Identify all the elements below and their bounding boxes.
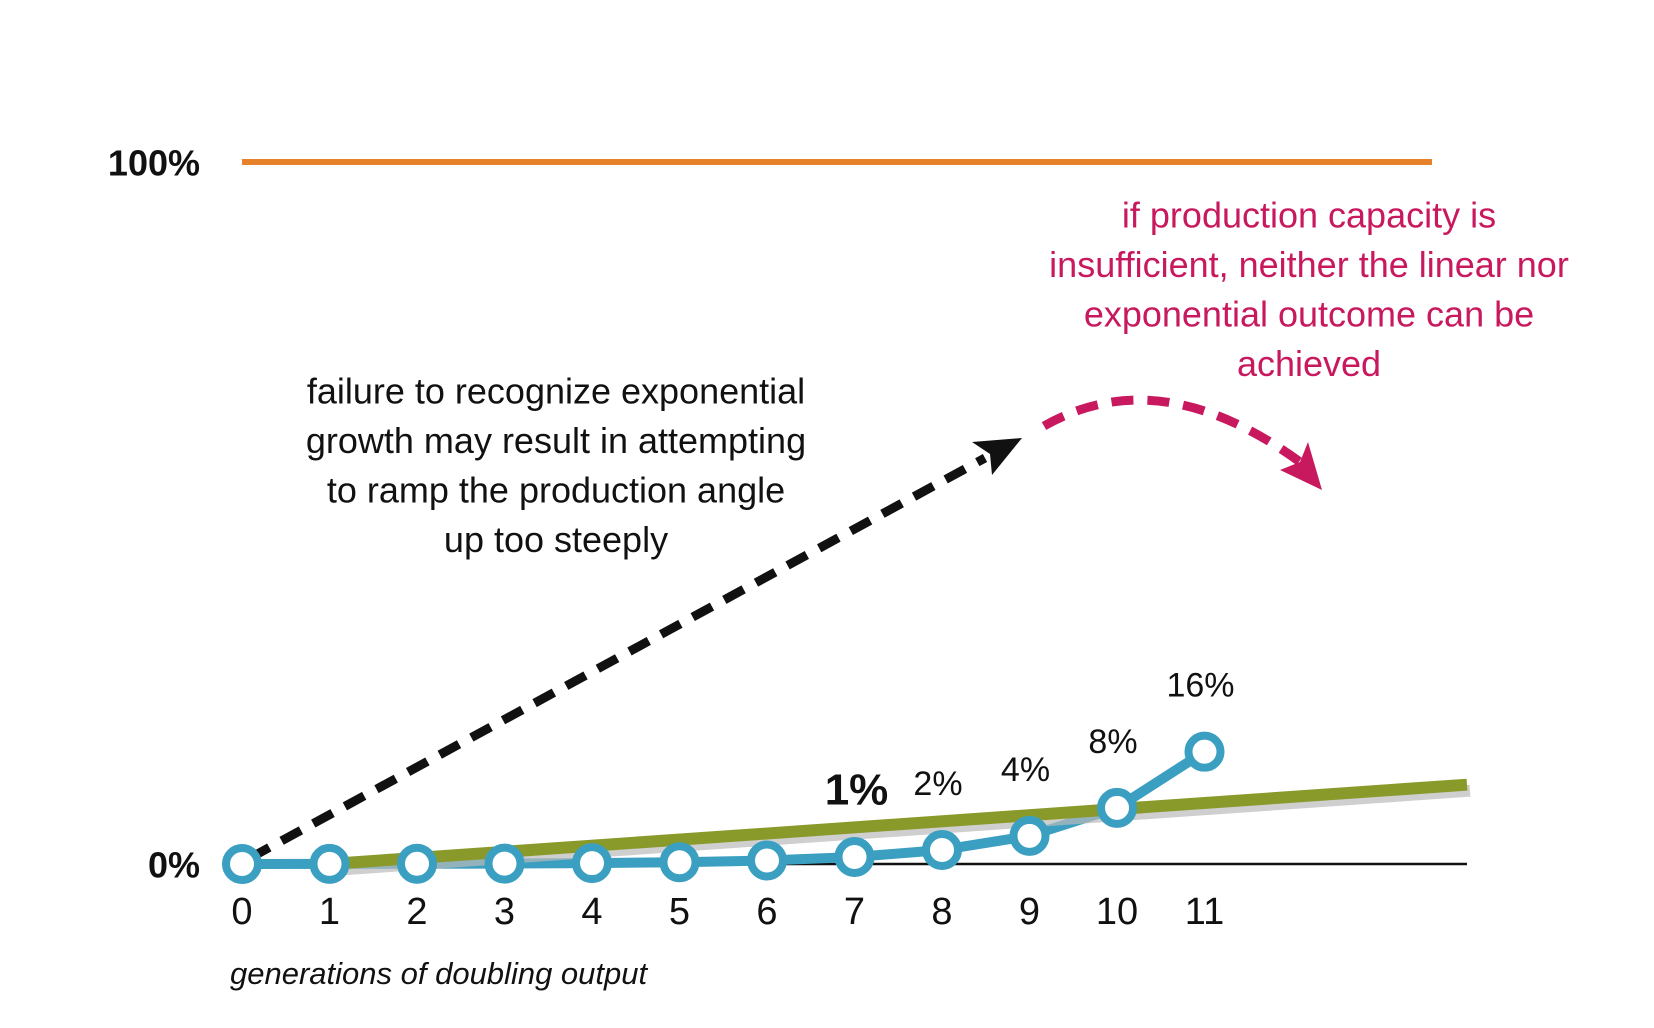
x-tick-label: 8: [931, 891, 952, 933]
pink-arrow: [1041, 395, 1303, 466]
point: [484, 843, 525, 884]
x-tick-label: 2: [406, 891, 427, 933]
x-tick-label: 9: [1019, 891, 1040, 933]
point: [222, 844, 262, 884]
black-arrowhead: [972, 438, 1022, 475]
value-label: 4%: [1001, 751, 1050, 789]
value-label: 2%: [913, 765, 962, 803]
x-tick-label: 5: [669, 891, 690, 933]
point: [397, 843, 437, 884]
x-axis-label: generations of doubling output: [230, 956, 648, 991]
value-label: 16%: [1166, 667, 1234, 705]
x-tick-label: 1: [319, 891, 340, 933]
point: [1009, 815, 1050, 856]
point: [1184, 731, 1225, 772]
point: [309, 843, 350, 884]
annotation: failure to recognize exponential: [307, 371, 805, 412]
value-label: 8%: [1088, 723, 1137, 761]
y-tick-label: 100%: [108, 143, 200, 184]
pink-arrowhead: [1280, 442, 1322, 490]
point: [1097, 787, 1137, 828]
point: [747, 840, 787, 881]
point: [834, 836, 875, 877]
annotation: if production capacity is: [1122, 195, 1496, 236]
x-tick-label: 7: [844, 891, 865, 933]
x-tick-label: 3: [494, 891, 515, 933]
point: [572, 843, 612, 884]
annotation: achieved: [1237, 343, 1381, 384]
x-tick-label: 6: [756, 891, 777, 933]
x-tick-label: 4: [581, 891, 602, 933]
black-arrow: [247, 454, 988, 862]
annotation: insufficient, neither the linear nor: [1049, 244, 1569, 285]
x-tick-label: 0: [231, 891, 252, 933]
annotation: growth may result in attempting: [306, 420, 806, 461]
annotation: up too steeply: [444, 519, 668, 560]
point: [659, 842, 700, 883]
point: [922, 829, 962, 870]
annotation: to ramp the production angle: [327, 470, 785, 511]
value-label: 1%: [825, 766, 889, 815]
x-tick-label: 10: [1096, 891, 1138, 933]
annotation: exponential outcome can be: [1084, 294, 1534, 335]
y-tick-label: 0%: [148, 845, 200, 886]
x-tick-label: 11: [1185, 891, 1224, 933]
